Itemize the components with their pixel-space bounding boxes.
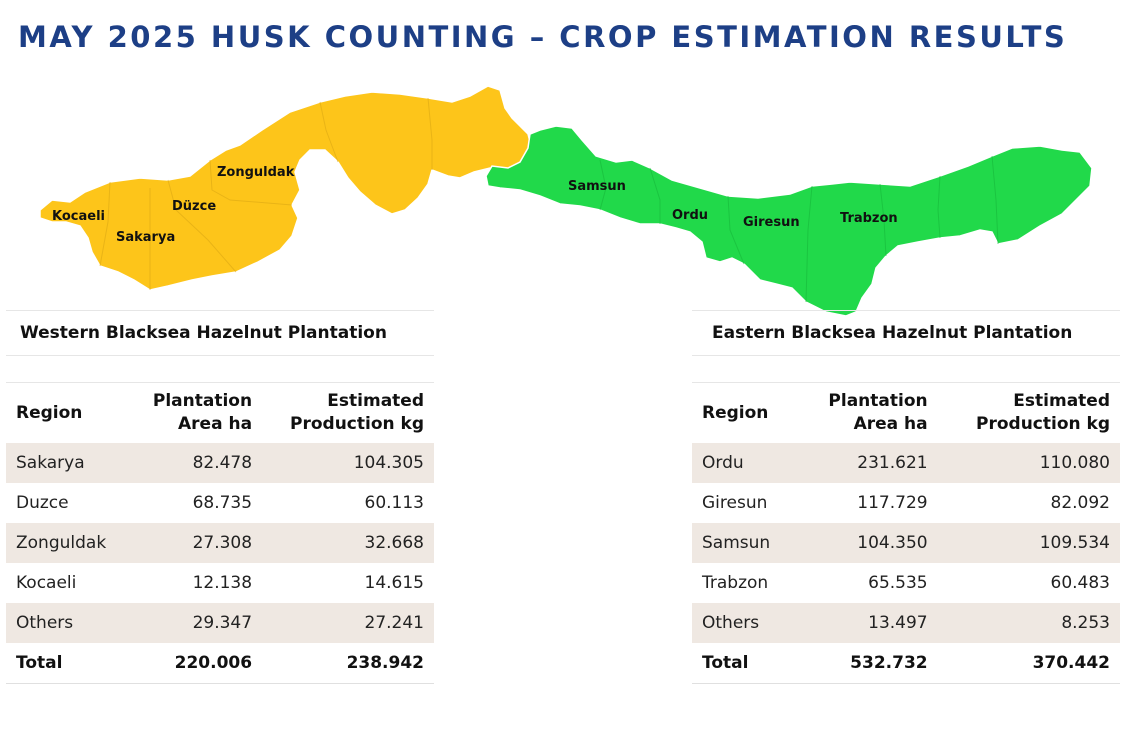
map-label-trabzon: Trabzon <box>840 211 898 226</box>
table-header-row: Region Plantation Area ha Estimated Prod… <box>692 382 1120 444</box>
page-title: MAY 2025 HUSK COUNTING – CROP ESTIMATION… <box>18 20 1068 54</box>
western-table-section: Western Blacksea Hazelnut Plantation Reg… <box>6 310 434 684</box>
table-row: Samsun 104.350 109.534 <box>692 523 1120 563</box>
header-region: Region <box>16 402 83 423</box>
table-total-row: Total 532.732 370.442 <box>692 643 1120 684</box>
cell-area: 104.350 <box>857 533 928 553</box>
cell-production: 27.241 <box>364 613 424 633</box>
western-table-title: Western Blacksea Hazelnut Plantation <box>6 310 434 356</box>
table-row: Others 29.347 27.241 <box>6 603 434 643</box>
table-row: Trabzon 65.535 60.483 <box>692 563 1120 603</box>
table-row: Zonguldak 27.308 32.668 <box>6 523 434 563</box>
west-borders <box>99 97 433 290</box>
cell-area: 13.497 <box>868 613 928 633</box>
cell-production: 14.615 <box>364 573 424 593</box>
total-production: 238.942 <box>262 643 434 684</box>
map-label-ordu: Ordu <box>672 208 708 223</box>
table-row: Others 13.497 8.253 <box>692 603 1120 643</box>
cell-region: Giresun <box>702 493 768 513</box>
cell-production: 110.080 <box>1039 453 1110 473</box>
total-label: Total <box>6 643 129 684</box>
map-label-giresun: Giresun <box>743 215 800 230</box>
header-area: Plantation Area ha <box>152 391 253 434</box>
cell-region: Trabzon <box>702 573 769 593</box>
cell-area: 68.735 <box>192 493 253 513</box>
map-label-samsun: Samsun <box>568 179 626 194</box>
cell-region: Kocaeli <box>16 573 77 593</box>
cell-region: Ordu <box>702 453 744 473</box>
cell-region: Sakarya <box>16 453 85 473</box>
cell-area: 117.729 <box>857 493 928 513</box>
cell-region: Duzce <box>16 493 69 513</box>
region-map: Kocaeli Sakarya Düzce Zonguldak Samsun Ordu Gi… <box>39 85 1093 317</box>
cell-production: 82.092 <box>1050 493 1110 513</box>
eastern-region-shape <box>485 125 1093 317</box>
cell-area: 65.535 <box>868 573 928 593</box>
cell-area: 27.308 <box>192 533 253 553</box>
total-area: 532.732 <box>796 643 938 684</box>
header-production: Estimated Production kg <box>976 391 1110 434</box>
map-label-zonguldak: Zonguldak <box>217 165 295 180</box>
map-label-dzce: Düzce <box>172 199 216 214</box>
cell-production: 8.253 <box>1061 613 1110 633</box>
cell-production: 32.668 <box>364 533 424 553</box>
cell-region: Zonguldak <box>16 533 107 553</box>
western-region-shape <box>39 85 533 291</box>
cell-production: 109.534 <box>1039 533 1110 553</box>
header-production: Estimated Production kg <box>290 391 424 434</box>
table-total-row: Total 220.006 238.942 <box>6 643 434 684</box>
east-borders <box>599 155 999 303</box>
table-row: Ordu 231.621 110.080 <box>692 443 1120 483</box>
cell-production: 60.483 <box>1050 573 1110 593</box>
cell-area: 231.621 <box>857 453 928 473</box>
cell-area: 82.478 <box>192 453 253 473</box>
western-table: Region Plantation Area ha Estimated Prod… <box>6 382 434 684</box>
cell-region: Others <box>16 613 74 633</box>
table-row: Giresun 117.729 82.092 <box>692 483 1120 523</box>
cell-region: Samsun <box>702 533 771 553</box>
total-area: 220.006 <box>128 643 263 684</box>
cell-region: Others <box>702 613 760 633</box>
table-header-row: Region Plantation Area ha Estimated Prod… <box>6 382 434 444</box>
cell-production: 104.305 <box>353 453 424 473</box>
eastern-table: Region Plantation Area ha Estimated Prod… <box>692 382 1120 684</box>
map-label-sakarya: Sakarya <box>116 230 175 245</box>
table-row: Sakarya 82.478 104.305 <box>6 443 434 483</box>
table-row: Duzce 68.735 60.113 <box>6 483 434 523</box>
table-row: Kocaeli 12.138 14.615 <box>6 563 434 603</box>
eastern-table-section: Eastern Blacksea Hazelnut Plantation Reg… <box>692 310 1120 684</box>
cell-area: 12.138 <box>192 573 253 593</box>
map-label-kocaeli: Kocaeli <box>52 209 105 224</box>
header-region: Region <box>702 402 769 423</box>
total-production: 370.442 <box>937 643 1120 684</box>
cell-area: 29.347 <box>192 613 253 633</box>
header-area: Plantation Area ha <box>828 391 928 434</box>
cell-production: 60.113 <box>364 493 424 513</box>
eastern-table-title: Eastern Blacksea Hazelnut Plantation <box>692 310 1120 356</box>
total-label: Total <box>692 643 797 684</box>
